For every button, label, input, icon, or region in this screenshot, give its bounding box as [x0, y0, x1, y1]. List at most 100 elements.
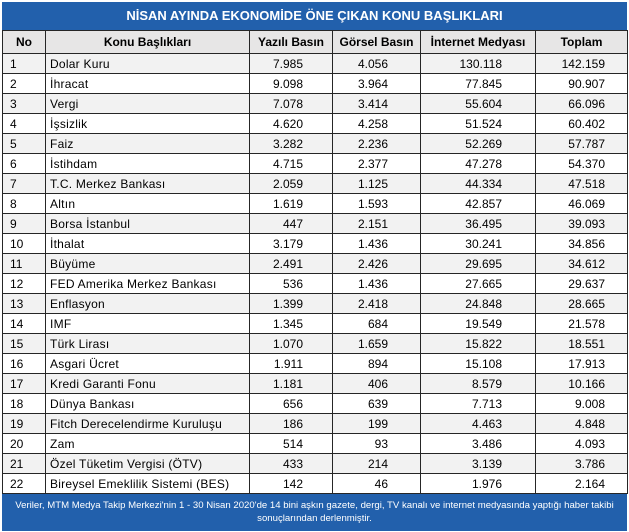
column-header-visual-media: Görsel Basın — [332, 30, 421, 54]
print-media-cell: 7.985 — [249, 53, 333, 74]
internet-media-cell: 30.241 — [420, 233, 536, 254]
row-number-cell: 8 — [2, 193, 46, 214]
table-row: 5 Faiz 3.282 2.236 52.269 57.787 — [2, 133, 628, 154]
internet-media-cell: 3.139 — [420, 453, 536, 474]
table-row: 16 Asgari Ücret 1.911 894 15.108 17.913 — [2, 353, 628, 374]
total-cell: 34.856 — [535, 233, 628, 254]
internet-media-cell: 42.857 — [420, 193, 536, 214]
row-number-cell: 17 — [2, 373, 46, 394]
header-row: No Konu Başlıkları Yazılı Basın Görsel B… — [2, 30, 628, 54]
visual-media-cell: 4.056 — [332, 53, 421, 74]
visual-media-cell: 2.418 — [332, 293, 421, 314]
table-row: 6 İstihdam 4.715 2.377 47.278 54.370 — [2, 153, 628, 174]
row-number-cell: 15 — [2, 333, 46, 354]
internet-media-cell: 36.495 — [420, 213, 536, 234]
total-cell: 21.578 — [535, 313, 628, 334]
visual-media-cell: 406 — [332, 373, 421, 394]
total-cell: 18.551 — [535, 333, 628, 354]
visual-media-cell: 46 — [332, 473, 421, 494]
total-cell: 4.848 — [535, 413, 628, 434]
row-number-cell: 7 — [2, 173, 46, 194]
visual-media-cell: 1.659 — [332, 333, 421, 354]
print-media-cell: 514 — [249, 433, 333, 454]
row-number-cell: 18 — [2, 393, 46, 414]
row-number-cell: 3 — [2, 93, 46, 114]
table-row: 10 İthalat 3.179 1.436 30.241 34.856 — [2, 233, 628, 254]
table-title: NİSAN AYINDA EKONOMİDE ÖNE ÇIKAN KONU BA… — [2, 2, 627, 30]
column-header-total: Toplam — [535, 30, 628, 54]
print-media-cell: 3.179 — [249, 233, 333, 254]
visual-media-cell: 894 — [332, 353, 421, 374]
print-media-cell: 1.345 — [249, 313, 333, 334]
total-cell: 10.166 — [535, 373, 628, 394]
row-number-cell: 6 — [2, 153, 46, 174]
total-cell: 47.518 — [535, 173, 628, 194]
row-number-cell: 16 — [2, 353, 46, 374]
topic-cell: İhracat — [45, 73, 250, 94]
print-media-cell: 1.911 — [249, 353, 333, 374]
topic-cell: Zam — [45, 433, 250, 454]
internet-media-cell: 77.845 — [420, 73, 536, 94]
total-cell: 46.069 — [535, 193, 628, 214]
internet-media-cell: 51.524 — [420, 113, 536, 134]
print-media-cell: 1.070 — [249, 333, 333, 354]
column-header-print-media: Yazılı Basın — [249, 30, 333, 54]
topic-cell: Enflasyon — [45, 293, 250, 314]
internet-media-cell: 8.579 — [420, 373, 536, 394]
row-number-cell: 5 — [2, 133, 46, 154]
internet-media-cell: 1.976 — [420, 473, 536, 494]
internet-media-cell: 15.108 — [420, 353, 536, 374]
internet-media-cell: 4.463 — [420, 413, 536, 434]
topic-cell: Vergi — [45, 93, 250, 114]
row-number-cell: 1 — [2, 53, 46, 74]
internet-media-cell: 15.822 — [420, 333, 536, 354]
row-number-cell: 13 — [2, 293, 46, 314]
visual-media-cell: 4.258 — [332, 113, 421, 134]
topic-cell: İstihdam — [45, 153, 250, 174]
visual-media-cell: 1.436 — [332, 233, 421, 254]
total-cell: 2.164 — [535, 473, 628, 494]
visual-media-cell: 3.964 — [332, 73, 421, 94]
print-media-cell: 1.399 — [249, 293, 333, 314]
table-row: 12 FED Amerika Merkez Bankası 536 1.436 27.6… — [2, 273, 628, 294]
visual-media-cell: 3.414 — [332, 93, 421, 114]
print-media-cell: 186 — [249, 413, 333, 434]
table-row: 8 Altın 1.619 1.593 42.857 46.069 — [2, 193, 628, 214]
internet-media-cell: 7.713 — [420, 393, 536, 414]
topic-cell: Bireysel Emeklilik Sistemi (BES) — [45, 473, 250, 494]
total-cell: 17.913 — [535, 353, 628, 374]
column-header-topic: Konu Başlıkları — [45, 30, 250, 54]
topic-cell: Kredi Garanti Fonu — [45, 373, 250, 394]
topic-cell: IMF — [45, 313, 250, 334]
topic-cell: Borsa İstanbul — [45, 213, 250, 234]
table-row: 14 IMF 1.345 684 19.549 21.578 — [2, 313, 628, 334]
print-media-cell: 7.078 — [249, 93, 333, 114]
table-row: 4 İşsizlik 4.620 4.258 51.524 60.402 — [2, 113, 628, 134]
internet-media-cell: 24.848 — [420, 293, 536, 314]
topic-cell: Altın — [45, 193, 250, 214]
print-media-cell: 656 — [249, 393, 333, 414]
source-note: Veriler, MTM Medya Takip Merkezi'nin 1 -… — [2, 494, 627, 531]
topic-cell: Asgari Ücret — [45, 353, 250, 374]
total-cell: 66.096 — [535, 93, 628, 114]
print-media-cell: 447 — [249, 213, 333, 234]
table-row: 7 T.C. Merkez Bankası 2.059 1.125 44.334 47.5… — [2, 173, 628, 194]
internet-media-cell: 29.695 — [420, 253, 536, 274]
print-media-cell: 3.282 — [249, 133, 333, 154]
print-media-cell: 2.491 — [249, 253, 333, 274]
print-media-cell: 1.619 — [249, 193, 333, 214]
row-number-cell: 11 — [2, 253, 46, 274]
data-table: No Konu Başlıkları Yazılı Basın Görsel B… — [2, 30, 628, 494]
topic-cell: Faiz — [45, 133, 250, 154]
table-row: 2 İhracat 9.098 3.964 77.845 90.907 — [2, 73, 628, 94]
visual-media-cell: 2.236 — [332, 133, 421, 154]
source-note-line-1: Veriler, MTM Medya Takip Merkezi'nin 1 -… — [15, 500, 614, 511]
row-number-cell: 19 — [2, 413, 46, 434]
row-number-cell: 2 — [2, 73, 46, 94]
visual-media-cell: 2.426 — [332, 253, 421, 274]
table-row: 19 Fitch Derecelendirme Kuruluşu 186 199 4.4… — [2, 413, 628, 434]
total-cell: 29.637 — [535, 273, 628, 294]
print-media-cell: 1.181 — [249, 373, 333, 394]
topic-cell: Büyüme — [45, 253, 250, 274]
